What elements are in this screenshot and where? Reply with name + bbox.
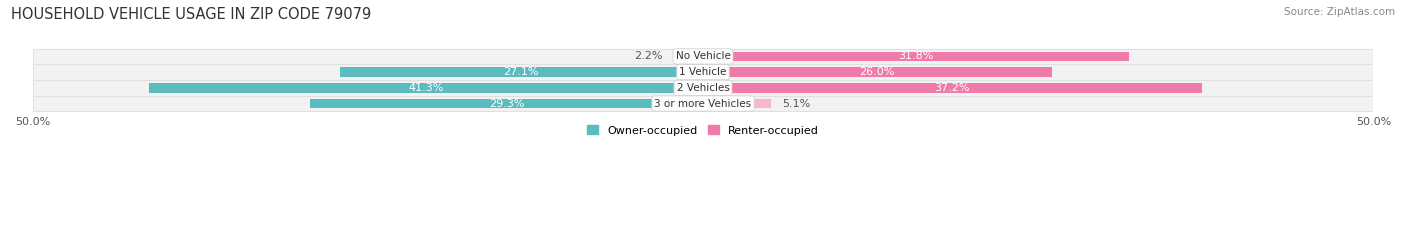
Bar: [32, 80, 1374, 96]
Text: 41.3%: 41.3%: [409, 83, 444, 93]
Bar: [32, 64, 1374, 80]
Bar: [32, 48, 1374, 64]
Text: 27.1%: 27.1%: [503, 67, 538, 77]
Bar: [703, 83, 1202, 93]
Bar: [703, 67, 1052, 77]
Text: 3 or more Vehicles: 3 or more Vehicles: [654, 99, 752, 109]
Text: 5.1%: 5.1%: [782, 99, 810, 109]
Text: 2.2%: 2.2%: [634, 51, 662, 61]
Bar: [149, 83, 703, 93]
Text: HOUSEHOLD VEHICLE USAGE IN ZIP CODE 79079: HOUSEHOLD VEHICLE USAGE IN ZIP CODE 7907…: [11, 7, 371, 22]
Text: 29.3%: 29.3%: [489, 99, 524, 109]
Text: 2 Vehicles: 2 Vehicles: [676, 83, 730, 93]
Bar: [340, 67, 703, 77]
Legend: Owner-occupied, Renter-occupied: Owner-occupied, Renter-occupied: [582, 121, 824, 140]
Bar: [703, 99, 772, 108]
Text: 26.0%: 26.0%: [859, 67, 896, 77]
Text: 31.8%: 31.8%: [898, 51, 934, 61]
Text: 37.2%: 37.2%: [935, 83, 970, 93]
Bar: [32, 96, 1374, 111]
Bar: [311, 99, 703, 108]
Text: No Vehicle: No Vehicle: [675, 51, 731, 61]
Text: 1 Vehicle: 1 Vehicle: [679, 67, 727, 77]
Bar: [703, 51, 1129, 61]
Text: Source: ZipAtlas.com: Source: ZipAtlas.com: [1284, 7, 1395, 17]
Bar: [673, 51, 703, 61]
